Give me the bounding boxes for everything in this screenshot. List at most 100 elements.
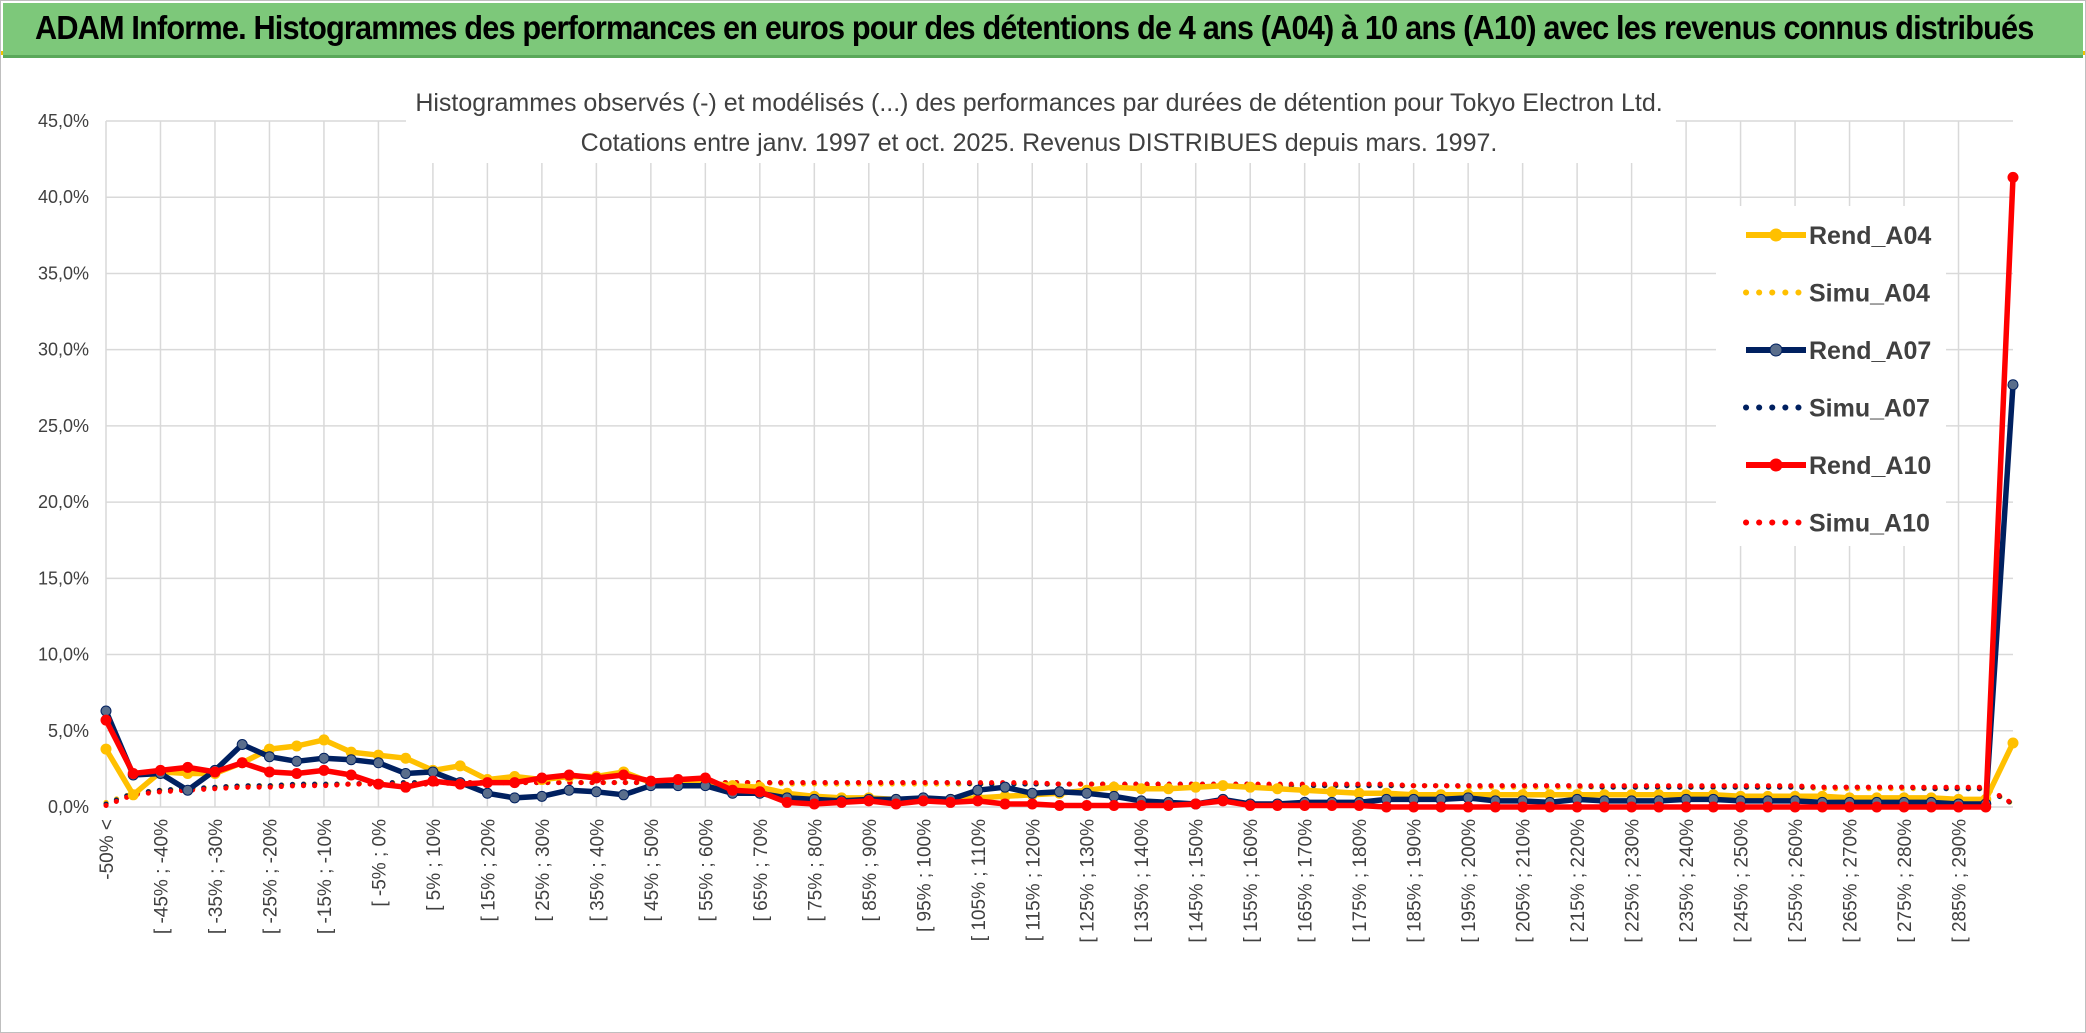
- data-point: [863, 795, 875, 807]
- x-tick-label: [ 225% ; 230%: [1623, 819, 1644, 943]
- data-point: [1326, 799, 1338, 811]
- data-point: [1871, 801, 1883, 813]
- x-tick-label: [ -5% ; 0%: [369, 819, 390, 907]
- data-point: [1598, 801, 1610, 813]
- data-point: [509, 792, 521, 804]
- report-banner: ADAM Informe. Histogrammes des performan…: [3, 3, 2083, 58]
- data-point: [754, 786, 766, 798]
- data-point: [209, 766, 221, 778]
- data-point: [536, 790, 548, 802]
- data-point: [1626, 801, 1638, 813]
- x-tick-label: [ 235% ; 240%: [1677, 819, 1698, 943]
- data-point: [1054, 799, 1065, 811]
- data-point: [372, 778, 384, 790]
- x-tick-label: [ -25% ; -20%: [260, 819, 281, 934]
- data-point: [1435, 801, 1447, 813]
- data-point: [291, 767, 303, 779]
- x-tick-label: [ -35% ; -30%: [206, 819, 227, 934]
- data-point: [1789, 801, 1801, 813]
- legend-label: Rend_A04: [1809, 222, 1931, 250]
- data-point: [999, 798, 1011, 810]
- data-point: [1190, 781, 1202, 793]
- data-point: [699, 772, 711, 784]
- data-point: [454, 760, 466, 772]
- data-point: [1299, 799, 1311, 811]
- data-point: [345, 769, 357, 781]
- x-tick-label: [ 215% ; 220%: [1568, 819, 1589, 943]
- data-point: [263, 766, 275, 778]
- x-tick-label: [ 65% ; 70%: [751, 819, 772, 922]
- series: [100, 171, 2019, 813]
- data-point: [427, 766, 439, 778]
- data-point: [1517, 801, 1529, 813]
- data-point: [563, 769, 575, 781]
- legend-marker: [1769, 343, 1783, 357]
- data-point: [727, 784, 739, 796]
- legend-label: Simu_A07: [1809, 395, 1930, 423]
- data-point: [1408, 801, 1420, 813]
- x-tick-label: [ 15% ; 20%: [478, 819, 499, 922]
- legend-label: Rend_A07: [1809, 337, 1931, 365]
- chart-title: Histogrammes observés (-) et modélisés (…: [415, 89, 1662, 117]
- title-background: [406, 79, 1676, 163]
- x-tick-label: [ 185% ; 190%: [1405, 819, 1426, 943]
- data-point: [1271, 783, 1283, 795]
- data-point: [400, 752, 412, 764]
- data-point: [400, 781, 412, 793]
- x-tick-label: [ 5% ; 10%: [424, 819, 445, 911]
- legend-label: Simu_A10: [1809, 510, 1930, 538]
- y-tick-label: 40,0%: [38, 187, 89, 207]
- data-point: [318, 752, 330, 764]
- x-tick-label: [ 155% ; 160%: [1241, 819, 1262, 943]
- x-tick-label: [ 125% ; 130%: [1078, 819, 1099, 943]
- x-tick-label: [ 95% ; 100%: [914, 819, 935, 932]
- data-point: [1762, 801, 1774, 813]
- x-tick-label: [ 25% ; 30%: [533, 819, 554, 922]
- data-point: [1353, 787, 1365, 799]
- data-point: [1135, 783, 1147, 795]
- data-point: [2007, 379, 2019, 391]
- x-tick-label: [ 275% ; 280%: [1895, 819, 1916, 943]
- y-tick-label: 5,0%: [48, 721, 89, 741]
- legend-label: Simu_A04: [1809, 280, 1930, 308]
- data-point: [590, 786, 602, 798]
- x-tick-label: [ 105% ; 110%: [969, 819, 990, 941]
- data-point: [672, 774, 684, 786]
- x-tick-label: [ -15% ; -10%: [315, 819, 336, 934]
- data-point: [972, 784, 984, 796]
- y-tick-label: 10,0%: [38, 645, 89, 665]
- data-point: [972, 795, 984, 807]
- y-tick-label: 20,0%: [38, 492, 89, 512]
- data-point: [618, 789, 630, 801]
- data-point: [236, 738, 248, 750]
- chart-subtitle: Cotations entre janv. 1997 et oct. 2025.…: [581, 129, 1498, 157]
- data-point: [536, 772, 548, 784]
- data-point: [1489, 801, 1501, 813]
- data-point: [100, 714, 112, 726]
- x-tick-label: [ 285% ; 290%: [1950, 819, 1971, 943]
- data-point: [1081, 799, 1093, 811]
- data-point: [291, 740, 303, 752]
- data-point: [1680, 801, 1692, 813]
- x-tick-label: [ 255% ; 260%: [1786, 819, 1807, 943]
- x-axis: -50% < [ -45% ; -40% [ -35% ; -30% [ -25% ;…: [97, 819, 1971, 943]
- data-point: [1217, 780, 1229, 792]
- x-tick-label: [ 75% ; 80%: [805, 819, 826, 922]
- data-point: [100, 705, 112, 717]
- data-point: [127, 767, 139, 779]
- data-point: [1816, 801, 1828, 813]
- y-tick-label: 25,0%: [38, 416, 89, 436]
- data-point: [1217, 795, 1229, 807]
- x-tick-label: [ 45% ; 50%: [642, 819, 663, 922]
- data-point: [1462, 792, 1474, 804]
- data-point: [127, 789, 139, 801]
- data-point: [454, 778, 466, 790]
- data-point: [318, 734, 330, 746]
- x-tick-label: [ -45% ; -40%: [151, 819, 172, 934]
- data-point: [1380, 801, 1392, 813]
- data-point: [236, 757, 248, 769]
- data-point: [999, 781, 1011, 793]
- x-tick-label: [ 165% ; 170%: [1296, 819, 1317, 943]
- data-point: [2007, 737, 2019, 749]
